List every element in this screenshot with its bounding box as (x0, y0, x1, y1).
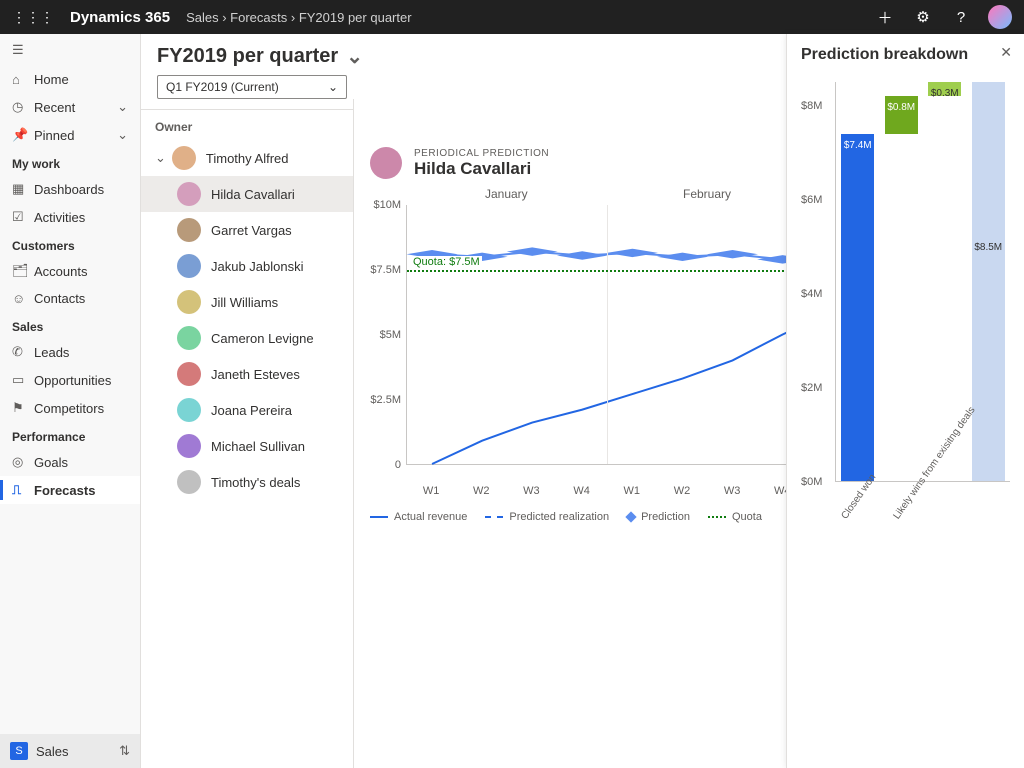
contacts-icon: ☺ (12, 291, 26, 306)
owner-row[interactable]: Jill Williams (141, 284, 353, 320)
owner-name: Hilda Cavallari (211, 187, 295, 202)
footer-badge: S (10, 742, 28, 760)
legend-swatch (485, 516, 503, 518)
clock-icon: ◷ (12, 99, 26, 115)
crumb-0[interactable]: Sales (186, 10, 219, 25)
bar: $0.8M (885, 96, 918, 134)
close-icon[interactable]: ✕ (1000, 44, 1012, 61)
avatar (177, 218, 201, 242)
gear-icon[interactable]: ⚙ (912, 8, 934, 26)
nav-competitors[interactable]: ⚑Competitors (0, 394, 140, 422)
prediction-breakdown-panel: Prediction breakdown ✕ $7.4M $0.8M $0.3M $8… (786, 34, 1024, 768)
pin-icon: 📌 (12, 127, 26, 143)
section-customers: Customers (0, 231, 140, 257)
footer-label: Sales (36, 744, 69, 759)
avatar (177, 470, 201, 494)
legend-swatch (370, 516, 388, 518)
nav-pinned[interactable]: 📌Pinned⌄ (0, 121, 140, 149)
chevron-down-icon[interactable]: ⌄ (346, 44, 363, 69)
panel-title: Prediction breakdown (801, 46, 1010, 64)
nav-home[interactable]: ⌂Home (0, 66, 140, 93)
owner-name: Joana Pereira (211, 403, 292, 418)
nav-activities[interactable]: ☑Activities (0, 203, 140, 231)
app-launcher-icon[interactable]: ⋮⋮⋮ (12, 9, 54, 26)
avatar[interactable] (988, 5, 1012, 29)
help-icon[interactable]: ? (950, 9, 972, 26)
owner-name: Timothy Alfred (206, 151, 289, 166)
owner-row[interactable]: Garret Vargas (141, 212, 353, 248)
owner-name: Michael Sullivan (211, 439, 305, 454)
owner-row[interactable]: Michael Sullivan (141, 428, 353, 464)
goals-icon: ◎ (12, 454, 26, 470)
owner-row[interactable]: Jakub Jablonski (141, 248, 353, 284)
avatar (177, 290, 201, 314)
person-name: Hilda Cavallari (414, 159, 549, 179)
accounts-icon: 🗂 (12, 263, 26, 279)
nav-forecasts[interactable]: ⎍Forecasts (0, 476, 140, 504)
avatar (177, 326, 201, 350)
avatar (177, 254, 201, 278)
section-mywork: My work (0, 149, 140, 175)
opps-icon: ▭ (12, 372, 26, 388)
home-icon: ⌂ (12, 72, 26, 87)
nav-accounts[interactable]: 🗂Accounts (0, 257, 140, 285)
owner-row[interactable]: Joana Pereira (141, 392, 353, 428)
brand: Dynamics 365 (70, 9, 170, 26)
activity-icon: ☑ (12, 209, 26, 225)
dashboard-icon: ▦ (12, 181, 26, 197)
competitors-icon: ⚑ (12, 400, 26, 416)
crumb-2: FY2019 per quarter (299, 10, 412, 25)
forecasts-icon: ⎍ (12, 482, 26, 498)
owner-row[interactable]: Cameron Levigne (141, 320, 353, 356)
updown-icon[interactable]: ⇅ (119, 743, 130, 759)
owner-name: Janeth Esteves (211, 367, 300, 382)
bar: $0.3M (928, 82, 961, 96)
owner-name: Timothy's deals (211, 475, 300, 490)
breadcrumb: Sales › Forecasts › FY2019 per quarter (186, 10, 411, 25)
owner-name: Jakub Jablonski (211, 259, 304, 274)
owner-top[interactable]: ⌄ Timothy Alfred (141, 140, 353, 176)
nav-contacts[interactable]: ☺Contacts (0, 285, 140, 312)
bar: $7.4M (841, 134, 874, 481)
owner-row[interactable]: Janeth Esteves (141, 356, 353, 392)
crumb-1[interactable]: Forecasts (230, 10, 287, 25)
owner-row[interactable]: Timothy's deals (141, 464, 353, 500)
avatar (177, 434, 201, 458)
left-nav: ☰ ⌂Home ◷Recent⌄ 📌Pinned⌄ My work ▦Dashb… (0, 34, 141, 768)
owner-name: Jill Williams (211, 295, 278, 310)
caret-icon: ⌄ (328, 80, 338, 94)
legend-swatch (625, 511, 636, 522)
hamburger-icon[interactable]: ☰ (0, 34, 140, 66)
owner-name: Garret Vargas (211, 223, 292, 238)
nav-goals[interactable]: ◎Goals (0, 448, 140, 476)
chevron-down-icon: ⌄ (117, 127, 128, 143)
avatar (172, 146, 196, 170)
owner-row[interactable]: Hilda Cavallari (141, 176, 353, 212)
breakdown-chart: $7.4M$0.8M$0.3M$8.5M Closed wonLikely wi… (801, 82, 1010, 482)
nav-recent[interactable]: ◷Recent⌄ (0, 93, 140, 121)
chevron-down-icon: ⌄ (117, 99, 128, 115)
avatar (177, 362, 201, 386)
section-performance: Performance (0, 422, 140, 448)
owner-header: Owner (141, 109, 353, 140)
topbar: ⋮⋮⋮ Dynamics 365 Sales › Forecasts › FY2… (0, 0, 1024, 34)
legend-swatch (708, 516, 726, 518)
bar: $8.5M (972, 82, 1005, 481)
avatar (370, 147, 402, 179)
leads-icon: ✆ (12, 344, 26, 360)
owner-list: Owner ⌄ Timothy Alfred Hilda Cavallari Ga… (141, 99, 354, 768)
nav-opportunities[interactable]: ▭Opportunities (0, 366, 140, 394)
section-sales: Sales (0, 312, 140, 338)
nav-footer[interactable]: S Sales ⇅ (0, 734, 140, 768)
chevron-down-icon[interactable]: ⌄ (155, 150, 166, 166)
nav-leads[interactable]: ✆Leads (0, 338, 140, 366)
nav-dashboards[interactable]: ▦Dashboards (0, 175, 140, 203)
add-icon[interactable]: ＋ (874, 7, 896, 28)
owner-name: Cameron Levigne (211, 331, 314, 346)
avatar (177, 182, 201, 206)
avatar (177, 398, 201, 422)
person-subtitle: PERIODICAL PREDICTION (414, 148, 549, 159)
period-dropdown[interactable]: Q1 FY2019 (Current)⌄ (157, 75, 347, 99)
